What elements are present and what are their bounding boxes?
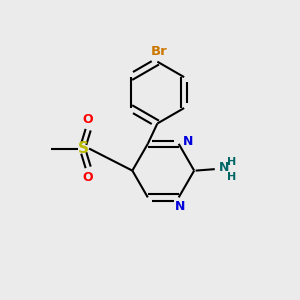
Text: Br: Br	[151, 45, 167, 58]
Text: N: N	[175, 200, 185, 213]
Text: N: N	[219, 161, 230, 174]
Text: O: O	[83, 171, 94, 184]
Text: H: H	[227, 157, 236, 167]
Text: H: H	[227, 172, 236, 182]
Text: S: S	[78, 141, 89, 156]
Text: O: O	[83, 113, 94, 126]
Text: N: N	[183, 135, 194, 148]
